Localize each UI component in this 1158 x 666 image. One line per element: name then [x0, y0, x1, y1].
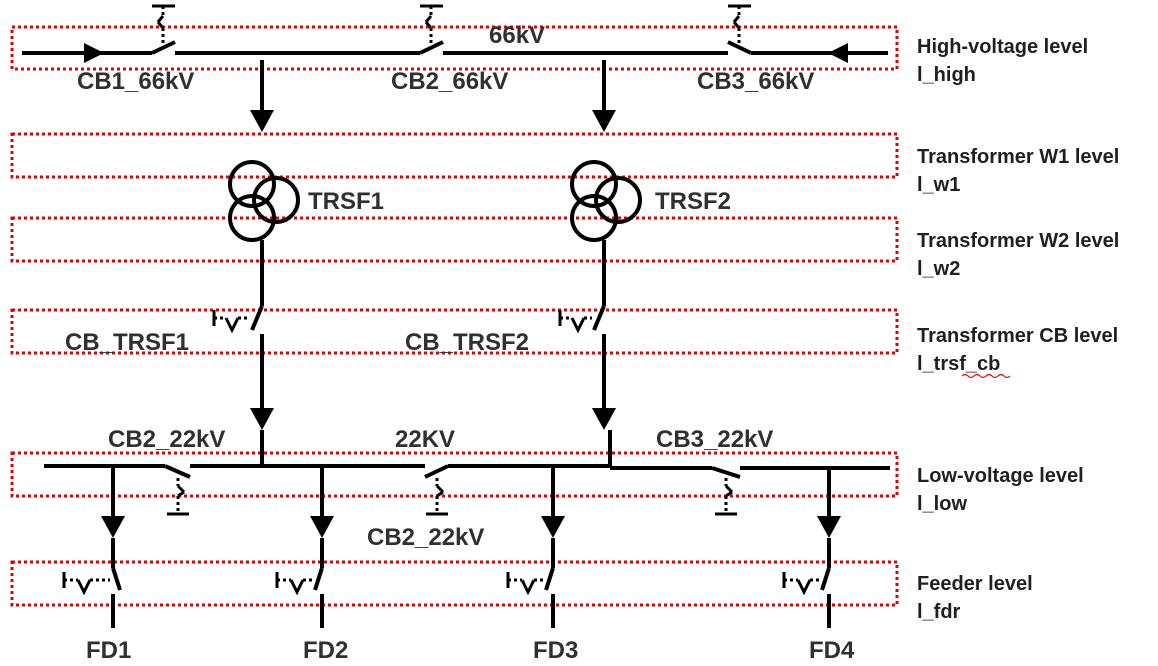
level-name-high: High-voltage level: [917, 36, 1088, 58]
cb2-66-switch: [419, 40, 444, 55]
cb1-66-label: CB1_66kV: [77, 68, 194, 95]
level-legend: High-voltage level l_high Transformer W1…: [917, 36, 1119, 623]
cb3-22-switch: [711, 466, 741, 479]
arrow-down-icon: [592, 408, 616, 430]
level-var-w1: l_w1: [917, 174, 960, 196]
arrow-down-icon: [310, 516, 334, 538]
level-box-w2: [10, 216, 899, 263]
cb2-22-mid-switch: [424, 464, 449, 479]
fd1-label: FD1: [86, 637, 131, 664]
hv-bus: [22, 4, 888, 63]
fd4-label: FD4: [809, 637, 855, 664]
level-box-low: [10, 451, 899, 498]
feeder-fd4: [782, 466, 841, 628]
level-var-high: l_high: [917, 64, 976, 86]
arrow-down-icon: [250, 110, 274, 132]
feeder-fd2: [275, 466, 334, 628]
lv-bus: [44, 464, 890, 516]
lv-bus-label: 22KV: [395, 426, 455, 453]
level-boxes: [10, 25, 899, 607]
arrow-down-icon: [541, 516, 565, 538]
transformer-trsf1-icon: [228, 160, 300, 242]
arrow-down-icon: [250, 408, 274, 430]
arrow-down-icon: [592, 110, 616, 132]
level-box-fdr: [10, 560, 899, 607]
cb2-22-left-switch: [164, 464, 191, 479]
cb-trsf2-label: CB_TRSF2: [405, 329, 529, 356]
spellcheck-underline: [961, 373, 1011, 379]
fd3-label: FD3: [533, 637, 578, 664]
level-name-w1: Transformer W1 level: [917, 146, 1119, 168]
cb3-22-label: CB3_22kV: [656, 426, 773, 453]
feeder-fd1: [62, 466, 125, 628]
cb3-66-label: CB3_66kV: [697, 68, 814, 95]
branch-trsf1: [212, 60, 300, 466]
cb2-66-label: CB2_66kV: [391, 68, 508, 95]
level-box-trsf-cb: [10, 308, 899, 355]
level-var-trsf-cb: l_trsf_cb: [917, 353, 1000, 375]
level-var-fdr: l_fdr: [917, 601, 961, 623]
level-name-fdr: Feeder level: [917, 573, 1033, 595]
hv-bus-label: 66kV: [489, 22, 545, 49]
feeder-fd3: [506, 466, 565, 628]
arrow-right-icon: [84, 43, 104, 63]
diagram-labels: 66kV CB1_66kV CB2_66kV CB3_66kV TRSF1 TR…: [65, 22, 855, 664]
cb1-66-switch: [151, 40, 176, 55]
level-name-low: Low-voltage level: [917, 465, 1084, 487]
branch-trsf2: [558, 60, 642, 466]
level-box-w1: [10, 132, 899, 179]
level-box-high: [10, 25, 899, 71]
cb-trsf1-label: CB_TRSF1: [65, 329, 189, 356]
level-name-trsf-cb: Transformer CB level: [917, 325, 1118, 347]
level-var-low: l_low: [917, 493, 967, 515]
trsf1-label: TRSF1: [308, 188, 384, 215]
arrow-down-icon: [101, 516, 125, 538]
level-var-w2: l_w2: [917, 258, 960, 280]
cb3-66-switch: [727, 40, 752, 55]
cb2-22-top-label: CB2_22kV: [108, 426, 225, 453]
cb2-22-bottom-label: CB2_22kV: [367, 524, 484, 551]
fd2-label: FD2: [303, 637, 348, 664]
arrow-left-icon: [828, 43, 848, 63]
level-name-w2: Transformer W2 level: [917, 230, 1119, 252]
transformer-trsf2-icon: [570, 160, 642, 242]
trsf2-label: TRSF2: [655, 188, 731, 215]
arrow-down-icon: [817, 516, 841, 538]
